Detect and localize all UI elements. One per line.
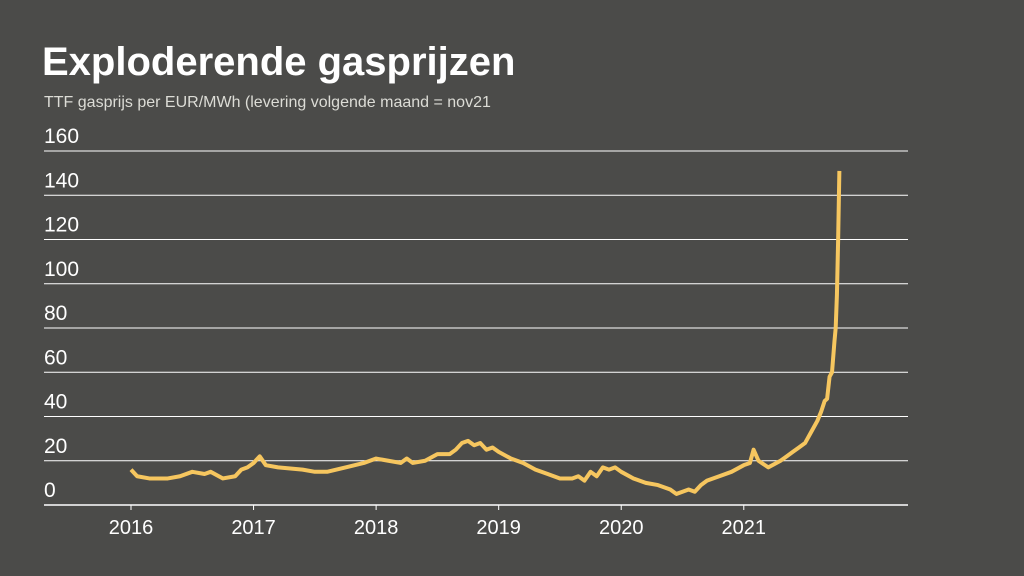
x-tick-label: 2019	[476, 517, 521, 539]
y-tick-label: 100	[44, 258, 79, 281]
x-tick-label: 2021	[722, 517, 767, 539]
x-tick-label: 2020	[599, 517, 644, 539]
x-tick-label: 2018	[354, 517, 399, 539]
chart-subtitle: TTF gasprijs per EUR/MWh (levering volge…	[44, 94, 491, 111]
y-tick-label: 0	[44, 479, 56, 502]
y-tick-label: 140	[44, 169, 79, 192]
x-tick-label: 2016	[109, 517, 154, 539]
x-tick-label: 2017	[231, 517, 276, 539]
y-tick-label: 80	[44, 302, 67, 325]
y-tick-label: 160	[44, 125, 79, 148]
y-tick-label: 60	[44, 346, 67, 369]
y-tick-label: 120	[44, 214, 79, 237]
price-line	[129, 170, 842, 496]
chart-title: Exploderende gasprijzen	[42, 40, 515, 84]
y-tick-label: 40	[44, 391, 67, 414]
y-tick-label: 20	[44, 435, 67, 458]
